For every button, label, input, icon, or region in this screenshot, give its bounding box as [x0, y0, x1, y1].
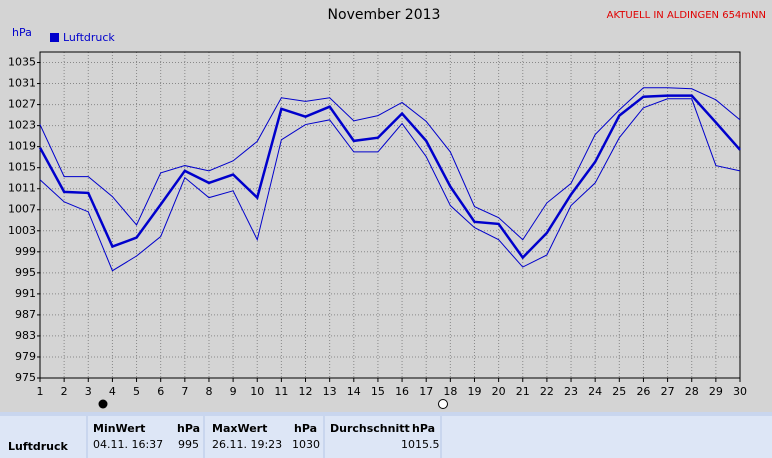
- y-tick-label: 1027: [8, 98, 36, 111]
- x-tick-label: 13: [323, 385, 337, 398]
- x-tick-label: 12: [299, 385, 313, 398]
- col-unit: hPa: [412, 422, 436, 435]
- x-tick-label: 6: [157, 385, 164, 398]
- x-tick-label: 15: [371, 385, 385, 398]
- y-tick-label: 1035: [8, 56, 36, 69]
- line: [38, 94, 741, 260]
- x-tick-label: 20: [492, 385, 506, 398]
- max-time: 26.11. 19:23: [212, 438, 283, 451]
- y-axis-label: hPa: [12, 26, 32, 39]
- col-header: Durchschnitt: [330, 422, 410, 435]
- y-tick-label: 983: [15, 329, 36, 342]
- x-tick-label: 9: [230, 385, 237, 398]
- stats-table: Luftdruck MinWert hPa 04.11. 16:37 995 M…: [0, 412, 772, 458]
- plot-border: [39, 51, 741, 379]
- y-tick-label: 1003: [8, 224, 36, 237]
- x-tick-label: 25: [612, 385, 626, 398]
- x-tick-label: 5: [133, 385, 140, 398]
- annotation: AKTUELL IN ALDINGEN 654mNN: [607, 10, 766, 21]
- x-tick-label: 29: [709, 385, 723, 398]
- min-value: 995: [178, 438, 199, 451]
- moon-full: [98, 399, 108, 409]
- x-tick-label: 10: [250, 385, 264, 398]
- max-value: 1030: [292, 438, 320, 451]
- x-tick-label: 11: [274, 385, 288, 398]
- x-tick-label: 23: [564, 385, 578, 398]
- x-tick-label: 22: [540, 385, 554, 398]
- y-tick-label: 1015: [8, 161, 36, 174]
- x-tick-label: 7: [181, 385, 188, 398]
- row-label: Luftdruck: [8, 440, 68, 453]
- x-tick-label: 16: [395, 385, 409, 398]
- x-tick-label: 30: [733, 385, 747, 398]
- x-tick-label: 26: [636, 385, 650, 398]
- y-tick-label: 999: [15, 245, 36, 258]
- x-tick-label: 18: [443, 385, 457, 398]
- y-tick-label: 1031: [8, 77, 36, 90]
- x-tick-label: 2: [61, 385, 68, 398]
- x-tick-label: 4: [109, 385, 116, 398]
- chart-title: November 2013: [328, 7, 441, 23]
- min-time: 04.11. 16:37: [93, 438, 164, 451]
- y-tick-label: 1023: [8, 119, 36, 132]
- chart: November 2013 AKTUELL IN ALDINGEN 654mNN…: [8, 7, 766, 409]
- y-tick-label: 975: [15, 371, 36, 384]
- y-tick-label: 987: [15, 308, 36, 321]
- x-tick-label: 19: [467, 385, 481, 398]
- y-tick-label: 995: [15, 266, 36, 279]
- col-header: MinWert: [93, 422, 146, 435]
- col-header: MaxWert: [212, 422, 268, 435]
- x-tick-label: 27: [661, 385, 675, 398]
- y-tick-label: 979: [15, 350, 36, 363]
- average: 1015.5: [401, 438, 440, 451]
- x-tick-label: 14: [347, 385, 361, 398]
- y-tick-label: 991: [15, 287, 36, 300]
- y-tick-label: 1007: [8, 203, 36, 216]
- y-tick-label: 1019: [8, 140, 36, 153]
- x-tick-label: 28: [685, 385, 699, 398]
- legend-swatch: [50, 33, 59, 42]
- x-tick-label: 3: [85, 385, 92, 398]
- x-tick-label: 21: [516, 385, 530, 398]
- legend-label: Luftdruck: [63, 31, 115, 44]
- y-tick-label: 1011: [8, 182, 36, 195]
- line: [39, 87, 741, 241]
- col-unit: hPa: [294, 422, 318, 435]
- x-tick-label: 8: [205, 385, 212, 398]
- line: [39, 98, 741, 272]
- moon-new: [438, 399, 448, 409]
- x-tick-label: 1: [37, 385, 44, 398]
- x-tick-label: 17: [419, 385, 433, 398]
- x-tick-label: 24: [588, 385, 602, 398]
- col-unit: hPa: [177, 422, 201, 435]
